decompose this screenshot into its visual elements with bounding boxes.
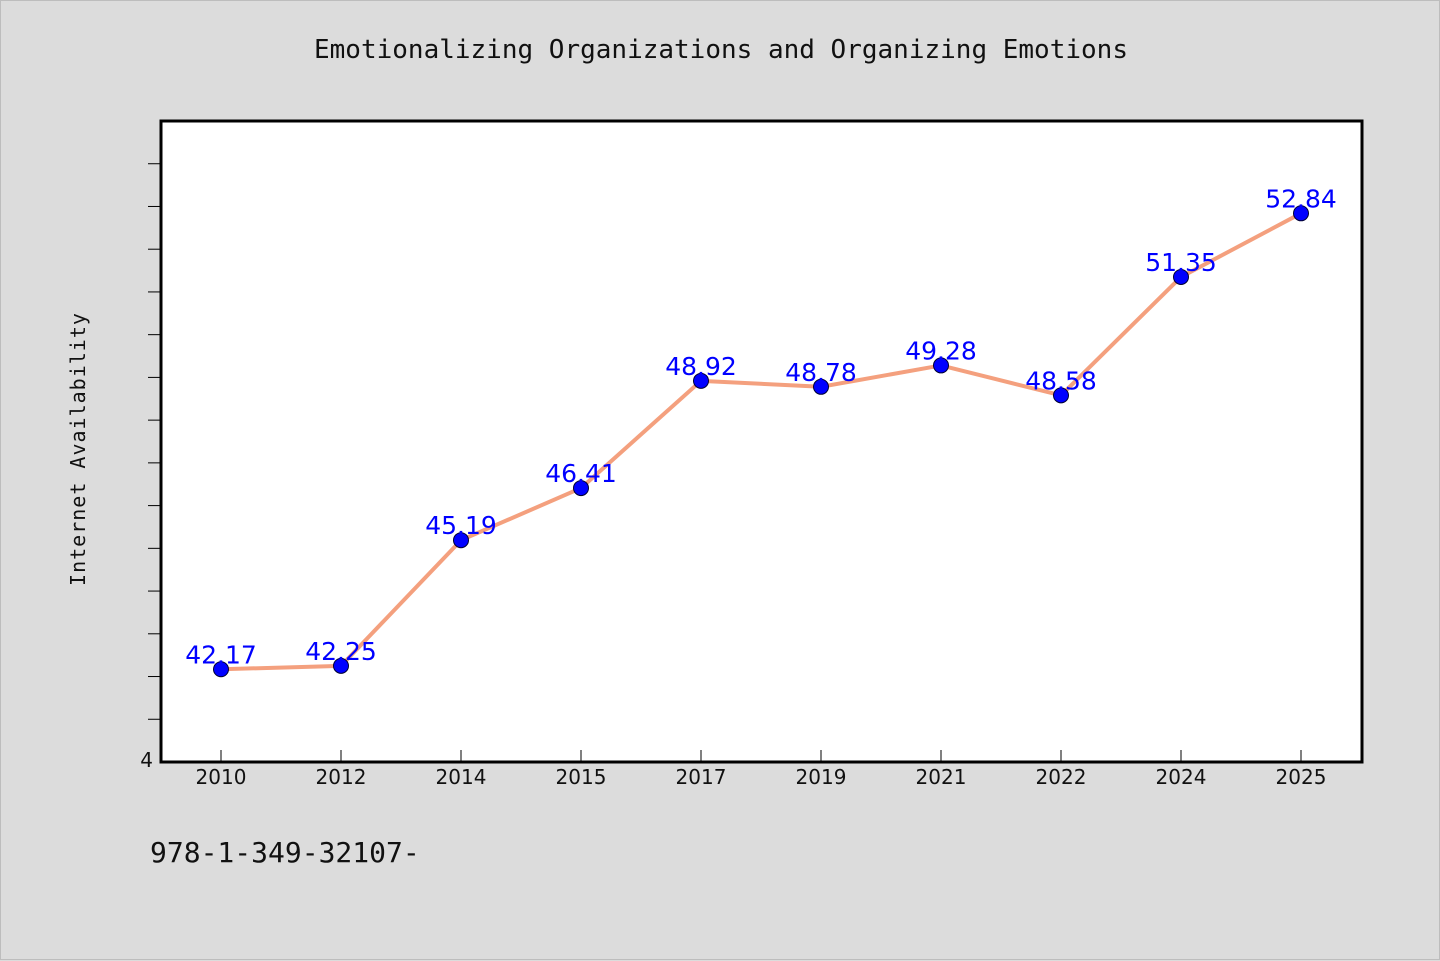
data-point: [1173, 268, 1189, 285]
data-point: [1053, 387, 1069, 404]
data-label: 42.17: [185, 640, 257, 669]
x-axis: 2010 2012 2014 2015 2017 2019 2021 2022 2024 2025: [196, 750, 1327, 789]
data-point: [933, 357, 949, 374]
x-tick-label: 2014: [436, 765, 487, 789]
data-label: 48.78: [785, 358, 857, 387]
x-tick-label: 2012: [316, 765, 367, 789]
data-point: [333, 657, 349, 674]
x-tick-label: 2024: [1156, 765, 1207, 789]
data-point: [693, 372, 709, 389]
footer-code: 978-1-349-32107-: [150, 836, 420, 869]
x-tick-label: 2015: [556, 765, 607, 789]
chart-title: Emotionalizing Organizations and Organiz…: [314, 35, 1128, 65]
series-group: [213, 205, 1309, 678]
data-label: 45.19: [425, 511, 497, 540]
data-label: 48.58: [1025, 366, 1097, 395]
data-label: 52.84: [1265, 184, 1337, 213]
data-label: 46.41: [545, 459, 617, 488]
x-tick-label: 2017: [676, 765, 727, 789]
data-point: [813, 378, 829, 395]
x-tick-label: 2025: [1276, 765, 1327, 789]
y-axis-ticks: 4: [140, 163, 160, 772]
data-label: 42.25: [305, 637, 377, 666]
plot-area: [159, 119, 1364, 764]
data-point: [1293, 205, 1309, 222]
x-tick-label: 2021: [916, 765, 967, 789]
data-label: 48.92: [665, 352, 737, 381]
data-point: [573, 480, 589, 497]
data-labels: 42.17 42.25 45.19 46.41 48.92 48.78 49.28 48.58…: [185, 184, 1337, 669]
x-tick-label: 2019: [796, 765, 847, 789]
x-tick-label: 2010: [196, 765, 247, 789]
data-point: [453, 532, 469, 549]
data-point: [213, 661, 229, 678]
y-tick-label: 4: [140, 748, 153, 772]
data-label: 51.35: [1145, 248, 1217, 277]
series-line: [220, 211, 1302, 672]
data-label: 49.28: [905, 336, 977, 365]
x-tick-label: 2022: [1036, 765, 1087, 789]
